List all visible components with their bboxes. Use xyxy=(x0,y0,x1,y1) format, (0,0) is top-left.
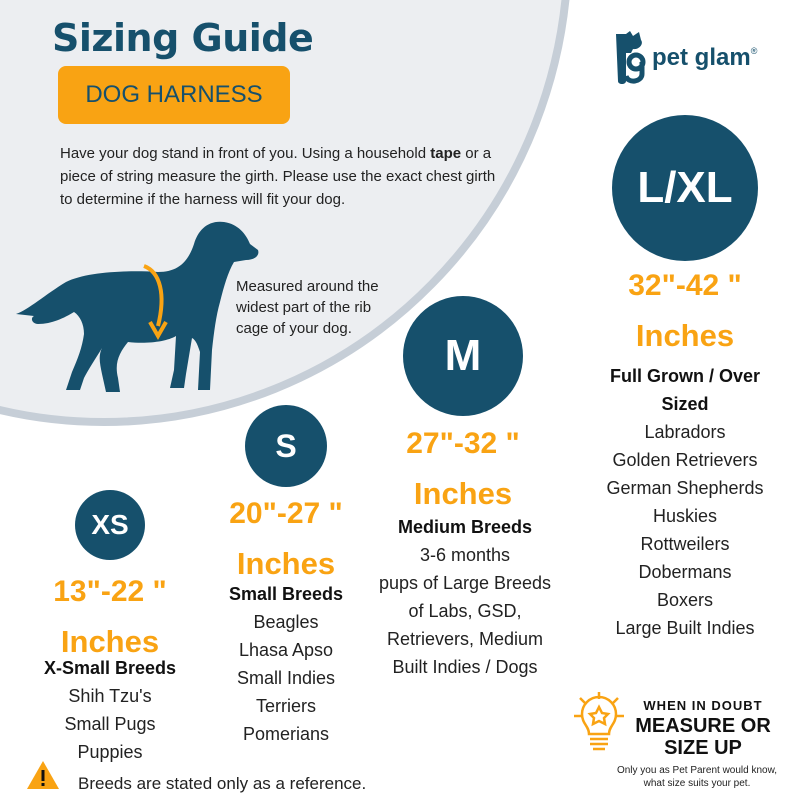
size-breeds-s: Small Breeds Beagles Lhasa Apso Small Indie… xyxy=(228,584,344,744)
tip-note: Only you as Pet Parent would know, what … xyxy=(616,765,778,789)
registered-mark: ® xyxy=(750,46,758,56)
lightbulb-star-icon xyxy=(574,692,624,751)
measurement-note: Measured around the widest part of the r… xyxy=(236,278,379,337)
size-breeds-m: Medium Breeds 3-6 months pups of Large Bre… xyxy=(378,517,552,677)
size-range-m: 27"-32 " Inches xyxy=(406,427,520,511)
size-circle-s: S xyxy=(245,405,327,487)
size-circle-m: M xyxy=(403,296,523,416)
tip-box: WHEN IN DOUBT MEASURE OR SIZE UP xyxy=(635,698,771,759)
warning-icon xyxy=(27,761,59,789)
brand-name: pet glam xyxy=(652,44,751,71)
product-badge: DOG HARNESS xyxy=(58,66,290,124)
size-range-xs: 13"-22 " Inches xyxy=(53,575,167,659)
size-range-lxl: 32"-42 " Inches xyxy=(628,269,742,353)
disclaimer: Breeds are stated only as a reference. xyxy=(78,774,367,793)
size-range-s: 20"-27 " Inches xyxy=(229,497,343,581)
pet-glam-logo-icon xyxy=(616,31,646,84)
size-breeds-xs: X-Small Breeds Shih Tzu's Small Pugs Puppie… xyxy=(43,658,177,762)
dog-silhouette-icon xyxy=(16,221,259,392)
size-circle-lxl: L/XL xyxy=(612,115,758,261)
brand-logo: pet glam ® xyxy=(612,30,782,86)
size-breeds-lxl: Full Grown / Over Sized Labradors Golden R… xyxy=(606,366,764,638)
page-title: Sizing Guide xyxy=(52,16,314,60)
size-circle-xs: XS xyxy=(75,490,145,560)
intro-text: Have your dog stand in front of you. Usi… xyxy=(60,145,496,208)
